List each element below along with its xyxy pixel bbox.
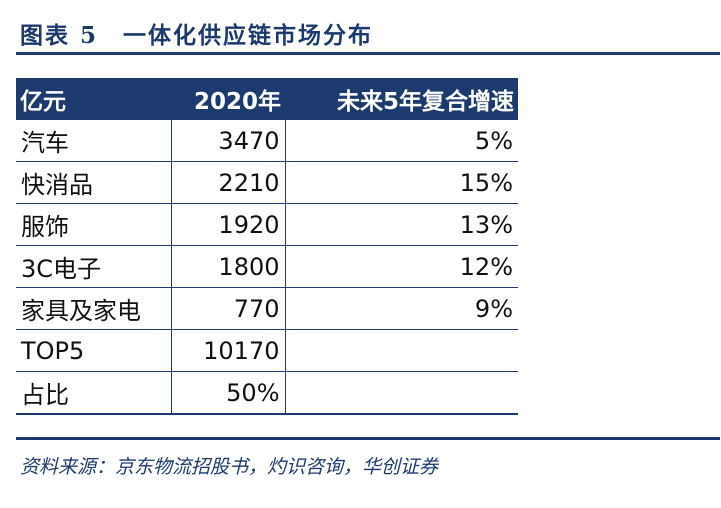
row-growth [285,371,518,415]
source-divider [16,437,720,440]
row-growth: 12% [285,245,518,288]
row-value-2020: 3470 [171,120,286,162]
row-value-2020: 2210 [171,161,286,204]
table-row: 服饰 1920 13% [16,203,518,246]
row-growth: 13% [285,203,518,246]
column-header-cagr: 未来5年复合增速 [285,78,518,120]
row-label: 家具及家电 [16,287,172,330]
row-value-2020: 50% [171,371,286,415]
row-label: 快消品 [16,161,172,204]
row-label: 3C电子 [16,245,172,288]
row-growth [285,329,518,372]
header-row: 亿元 2020年 未来5年复合增速 [16,78,518,120]
row-growth: 9% [285,287,518,330]
column-header-unit: 亿元 [16,78,171,120]
figure-title: 图表 5 一体化供应链市场分布 [20,22,374,49]
row-value-2020: 1920 [171,203,286,246]
table-row: 汽车 3470 5% [16,120,518,162]
market-table: 亿元 2020年 未来5年复合增速 汽车 3470 5% 快消品 2210 15… [16,78,518,415]
column-header-2020: 2020年 [171,78,285,120]
row-label: TOP5 [16,329,172,372]
title-bar: 图表 5 一体化供应链市场分布 [16,10,720,55]
table-row: 3C电子 1800 12% [16,245,518,288]
row-growth: 5% [285,120,518,162]
row-value-2020: 1800 [171,245,286,288]
table-row: TOP5 10170 [16,329,518,372]
row-growth: 15% [285,161,518,204]
row-value-2020: 10170 [171,329,286,372]
source-note: 资料来源：京东物流招股书，灼识咨询，华创证券 [20,456,439,478]
row-value-2020: 770 [171,287,286,330]
row-label: 服饰 [16,203,172,246]
table-row: 占比 50% [16,371,518,415]
data-table: 亿元 2020年 未来5年复合增速 汽车 3470 5% 快消品 2210 15… [16,78,518,415]
table-row: 快消品 2210 15% [16,161,518,204]
row-label: 占比 [16,371,172,415]
table-row: 家具及家电 770 9% [16,287,518,330]
row-label: 汽车 [16,120,172,162]
